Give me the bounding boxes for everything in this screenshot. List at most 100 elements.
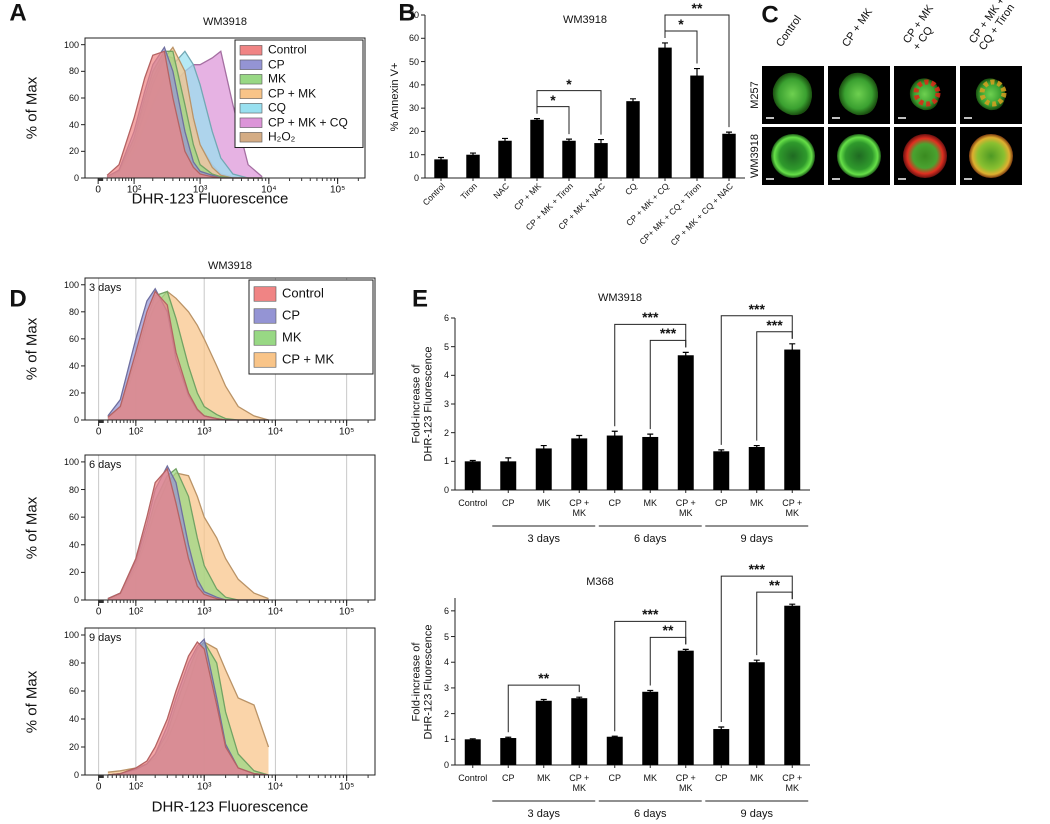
y-tick-label: 100 [63, 456, 79, 467]
bar [464, 739, 481, 765]
x-tick-label: CP + MK [782, 497, 803, 518]
chart-title: WM3918 [202, 15, 248, 28]
x-tick-label: 10⁵ [339, 781, 355, 793]
y-tick-label: 3 [443, 398, 449, 409]
x-tick-label: 10⁴ [267, 426, 284, 438]
legend-label: CP [268, 57, 285, 72]
error-bar [566, 138, 572, 143]
x-tick-label: MK [643, 497, 658, 508]
facet-label: 6 days [89, 458, 122, 471]
error-bar [682, 648, 689, 652]
cell-ring [771, 134, 815, 178]
histogram-line [107, 640, 269, 776]
cell-ring [903, 134, 947, 178]
panel-letter: B [398, 0, 416, 27]
y-tick-label: 0 [73, 594, 79, 605]
x-tick-label: CP [714, 772, 728, 783]
significance-label: * [566, 75, 572, 92]
legend-label: MK [282, 329, 302, 345]
error-bar [540, 698, 547, 703]
error-bar [630, 98, 636, 104]
x-tick-label: 0 [95, 184, 101, 196]
x-tick-label: 0 [95, 781, 102, 793]
legend-label: CP + MK [282, 351, 335, 367]
error-bar [576, 434, 583, 442]
legend-label: Control [282, 285, 324, 301]
y-axis-label: % of Max [23, 496, 41, 559]
legend-swatch [253, 330, 277, 346]
panel-letter: A [9, 0, 27, 27]
x-tick-label: CP [608, 497, 622, 508]
bar [606, 435, 623, 490]
y-tick-label: 60 [408, 33, 419, 44]
bar [626, 101, 640, 178]
legend-swatch [239, 45, 263, 56]
x-tick-label: 10⁵ [339, 426, 355, 438]
legend-swatch [253, 286, 277, 302]
legend-label: CQ [268, 100, 286, 115]
legend-swatch [239, 132, 263, 143]
y-axis-label: % Annexin V+ [388, 62, 401, 131]
y-tick-label: 6 [443, 605, 449, 616]
y-axis-label: Fold-increase of DHR-123 Fluorescence [410, 624, 435, 739]
y-tick-label: 40 [68, 713, 79, 724]
bar [500, 738, 517, 765]
error-bar [502, 137, 508, 144]
significance-label: *** [748, 300, 765, 317]
x-tick-label: 10⁴ [267, 781, 284, 793]
group-label: 6 days [634, 532, 667, 545]
y-tick-label: 80 [68, 306, 79, 317]
significance-label: *** [766, 316, 783, 333]
y-tick-label: 4 [443, 370, 449, 381]
y-tick-label: 20 [68, 741, 79, 752]
x-tick-label: 0 [95, 606, 102, 618]
significance-label: ** [691, 0, 703, 17]
significance-label: *** [659, 325, 677, 342]
error-bar [469, 738, 476, 740]
bar [722, 133, 736, 178]
error-bar [534, 118, 540, 121]
significance-label: ** [662, 622, 674, 639]
error-bar [438, 156, 444, 162]
facet-label: 9 days [89, 631, 122, 644]
significance-bracket [614, 620, 687, 732]
bar [434, 159, 448, 178]
y-tick-label: 20 [68, 567, 79, 578]
bar [784, 605, 801, 765]
x-tick-label: 10⁴ [267, 606, 284, 618]
group-label: 3 days [527, 807, 560, 820]
y-tick-label: 0 [73, 769, 79, 780]
x-tick-label: Control [458, 497, 488, 508]
significance-label: * [550, 91, 556, 108]
significance-bracket [664, 14, 730, 128]
y-tick-label: 0 [443, 484, 449, 495]
facet-label: 3 days [89, 281, 122, 294]
chart-title: WM3918 [562, 13, 608, 26]
bar [594, 143, 608, 178]
legend-swatch [253, 308, 277, 324]
bar [690, 75, 704, 178]
legend-label: MK [268, 71, 286, 86]
legend-label: CP + MK [268, 86, 317, 101]
error-bar [611, 430, 618, 440]
y-tick-label: 2 [443, 427, 449, 438]
significance-bracket [720, 315, 793, 445]
y-tick-label: 60 [68, 333, 79, 344]
plot-frame [84, 627, 376, 776]
area-fill [107, 291, 269, 420]
x-tick-label: MK [643, 772, 658, 783]
x-tick-label: 10³ [196, 426, 212, 438]
y-tick-label: 30 [408, 103, 419, 114]
x-axis-label: DHR-123 Fluorescence [151, 798, 309, 816]
bar [464, 461, 481, 490]
legend-label: H₂O₂ [268, 129, 296, 144]
significance-label: *** [748, 561, 765, 578]
error-bar [647, 433, 654, 440]
x-tick-label: 10² [126, 184, 142, 196]
y-tick-label: 3 [443, 682, 449, 693]
x-tick-label: 10³ [192, 184, 208, 196]
bar [606, 736, 623, 765]
bar [535, 448, 552, 490]
